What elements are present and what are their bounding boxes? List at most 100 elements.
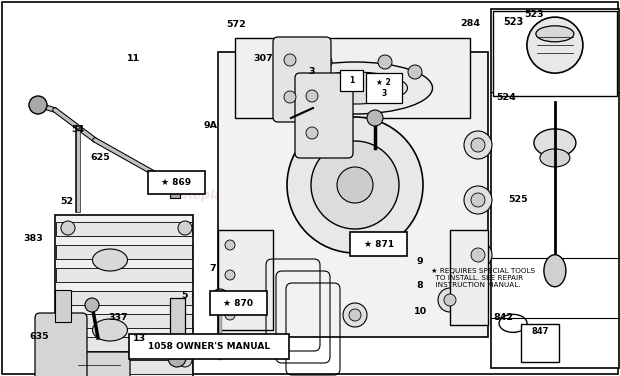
Text: eReplacementParts.com: eReplacementParts.com [175, 189, 345, 202]
Circle shape [318, 55, 332, 69]
Bar [210, 291, 267, 315]
Circle shape [311, 141, 399, 229]
Circle shape [343, 303, 367, 327]
Bar [491, 9, 619, 368]
Text: 3: 3 [309, 67, 315, 76]
Circle shape [225, 270, 235, 280]
FancyBboxPatch shape [273, 37, 331, 122]
Text: 524: 524 [496, 93, 516, 102]
Circle shape [288, 65, 302, 79]
Text: 9A: 9A [203, 121, 218, 130]
Circle shape [61, 221, 75, 235]
Bar [56, 222, 192, 236]
Text: 1058 OWNER'S MANUAL: 1058 OWNER'S MANUAL [148, 342, 270, 351]
Text: 842: 842 [493, 313, 513, 322]
Ellipse shape [540, 149, 570, 167]
Circle shape [168, 349, 186, 367]
Circle shape [464, 241, 492, 269]
Circle shape [211, 289, 229, 307]
Circle shape [284, 54, 296, 66]
Bar [56, 337, 192, 351]
Circle shape [378, 55, 392, 69]
Text: 635: 635 [30, 332, 50, 341]
Circle shape [61, 353, 75, 367]
Bar [56, 360, 192, 374]
Bar [56, 268, 192, 282]
Text: ★ REQUIRES SPECIAL TOOLS
  TO INSTALL. SEE REPAIR
  INSTRUCTION MANUAL.: ★ REQUIRES SPECIAL TOOLS TO INSTALL. SEE… [431, 268, 535, 288]
Circle shape [284, 91, 296, 103]
Bar [235, 38, 470, 118]
Bar [55, 215, 193, 376]
FancyBboxPatch shape [35, 313, 87, 376]
Circle shape [178, 221, 192, 235]
Circle shape [444, 294, 456, 306]
Text: 11: 11 [127, 54, 140, 63]
Text: 10: 10 [414, 307, 427, 316]
Circle shape [471, 138, 485, 152]
Bar [170, 298, 185, 353]
Text: 337: 337 [108, 313, 128, 322]
Circle shape [306, 90, 318, 102]
Circle shape [225, 300, 235, 310]
Bar [129, 334, 289, 359]
Circle shape [527, 17, 583, 73]
Ellipse shape [92, 249, 128, 271]
Bar [56, 291, 192, 305]
Text: ★ 869: ★ 869 [161, 178, 191, 187]
Text: 572: 572 [226, 20, 246, 29]
Bar [493, 11, 617, 96]
Bar [521, 324, 559, 362]
Text: 284: 284 [460, 19, 480, 28]
Circle shape [225, 310, 235, 320]
Circle shape [306, 127, 318, 139]
Text: ★ 870: ★ 870 [223, 299, 253, 308]
Circle shape [349, 309, 361, 321]
Bar [148, 171, 205, 194]
Text: 625: 625 [90, 153, 110, 162]
Bar [218, 230, 273, 330]
Ellipse shape [536, 26, 574, 42]
Bar [450, 230, 488, 325]
Text: 54: 54 [71, 125, 84, 134]
Bar [55, 290, 71, 322]
Circle shape [408, 65, 422, 79]
Bar [218, 52, 488, 337]
Text: 8: 8 [417, 281, 423, 290]
Circle shape [244, 294, 256, 306]
Circle shape [471, 193, 485, 207]
Ellipse shape [92, 319, 128, 341]
Circle shape [464, 186, 492, 214]
FancyBboxPatch shape [295, 73, 353, 158]
Text: 7: 7 [210, 264, 216, 273]
Circle shape [337, 167, 373, 203]
Circle shape [178, 353, 192, 367]
Circle shape [85, 298, 99, 312]
Text: 523: 523 [524, 10, 544, 19]
Circle shape [287, 117, 423, 253]
Text: 13: 13 [133, 334, 146, 343]
Ellipse shape [278, 62, 433, 114]
Circle shape [29, 96, 47, 114]
Ellipse shape [544, 255, 566, 287]
Circle shape [464, 131, 492, 159]
Text: 847: 847 [531, 327, 549, 336]
Circle shape [367, 110, 383, 126]
Text: 52: 52 [61, 197, 74, 206]
Ellipse shape [534, 129, 576, 157]
Bar [340, 70, 363, 91]
Bar [170, 182, 180, 198]
Text: 523: 523 [503, 17, 523, 27]
Bar [56, 314, 192, 328]
Text: ★ 871: ★ 871 [364, 240, 394, 249]
Bar [56, 245, 192, 259]
Text: 383: 383 [24, 234, 43, 243]
Ellipse shape [303, 72, 407, 104]
Circle shape [238, 288, 262, 312]
Text: 9: 9 [417, 257, 423, 266]
Text: 5: 5 [182, 291, 188, 300]
Circle shape [471, 248, 485, 262]
Text: 307: 307 [253, 54, 273, 63]
Circle shape [438, 288, 462, 312]
Text: ★ 2
3: ★ 2 3 [376, 78, 391, 98]
Circle shape [225, 240, 235, 250]
